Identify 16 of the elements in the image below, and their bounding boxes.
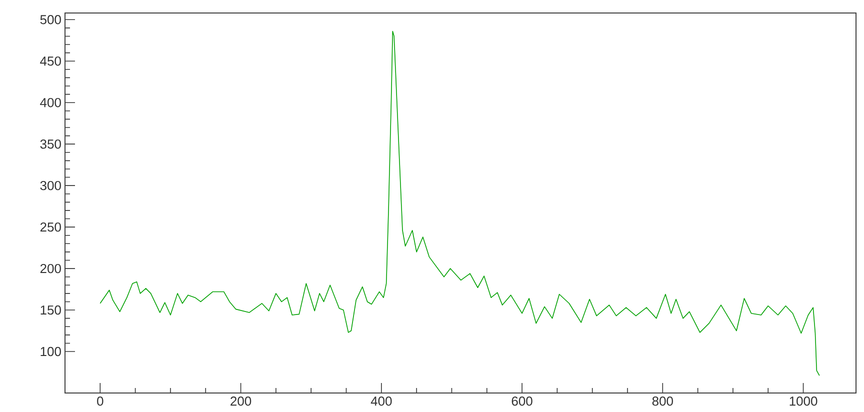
y-tick-label: 250 — [40, 222, 61, 232]
x-tick-label: 400 — [370, 396, 392, 406]
y-tick-label: 400 — [40, 98, 61, 108]
x-tick-label: 1000 — [790, 396, 818, 406]
x-tick-label: 600 — [512, 396, 532, 406]
y-tick-label: 200 — [40, 264, 61, 274]
x-tick-label: 200 — [230, 396, 252, 406]
x-tick-label: 0 — [97, 396, 104, 406]
y-tick-label: 500 — [40, 15, 61, 24]
y-tick-label: 450 — [40, 56, 61, 66]
line-series — [100, 30, 820, 376]
y-tick-label: 150 — [40, 305, 61, 315]
y-tick-label: 100 — [40, 346, 61, 356]
y-tick-label: 350 — [40, 139, 61, 149]
x-tick-label: 800 — [652, 396, 673, 406]
y-tick-label: 300 — [40, 180, 61, 190]
